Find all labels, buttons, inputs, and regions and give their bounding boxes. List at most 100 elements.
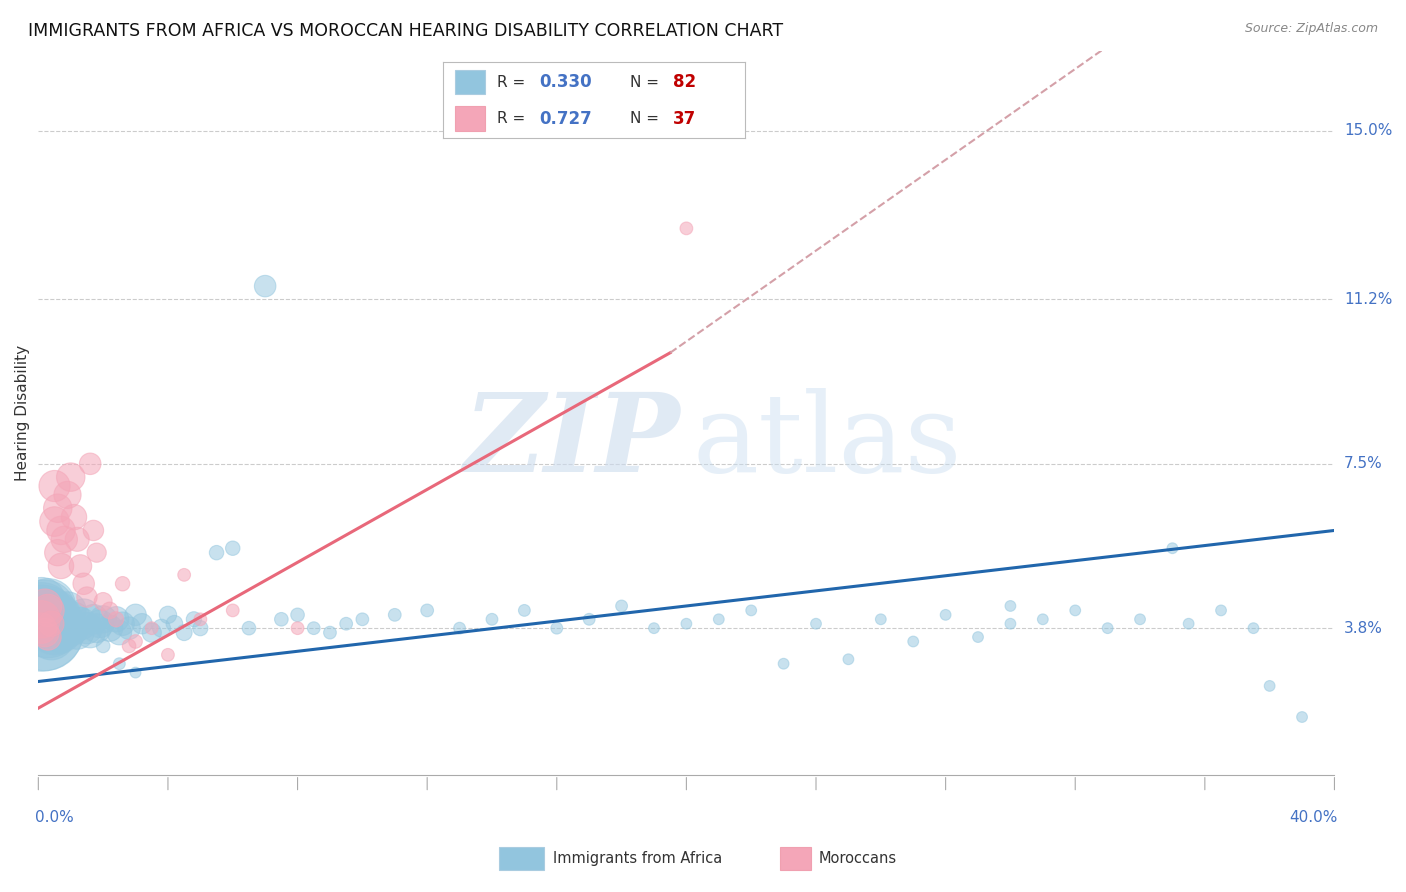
Point: [150, 621, 173, 635]
Point: [49, 625, 72, 640]
Point: [111, 576, 134, 591]
Point: [869, 612, 891, 626]
Point: [105, 612, 128, 626]
Text: Source: ZipAtlas.com: Source: ZipAtlas.com: [1244, 22, 1378, 36]
Point: [53, 616, 76, 631]
Point: [319, 625, 342, 640]
Point: [82, 524, 104, 538]
Text: 3.8%: 3.8%: [1344, 621, 1384, 636]
Point: [188, 621, 211, 635]
Point: [31, 621, 53, 635]
Text: 11.2%: 11.2%: [1344, 292, 1392, 307]
Point: [837, 652, 859, 666]
Point: [63, 510, 86, 524]
Point: [287, 621, 309, 635]
Point: [69, 616, 91, 631]
Point: [254, 279, 277, 293]
Point: [222, 541, 245, 556]
Text: 7.5%: 7.5%: [1344, 457, 1384, 471]
Point: [46, 612, 69, 626]
Point: [141, 621, 163, 635]
Point: [66, 625, 89, 640]
Point: [91, 594, 114, 608]
Point: [578, 612, 600, 626]
Point: [772, 657, 794, 671]
Point: [44, 621, 66, 635]
Point: [111, 616, 134, 631]
Text: 37: 37: [672, 110, 696, 128]
Point: [86, 621, 108, 635]
Point: [1258, 679, 1281, 693]
Point: [173, 625, 195, 640]
Text: Moroccans: Moroccans: [818, 851, 897, 865]
Point: [79, 457, 101, 471]
Point: [98, 621, 121, 635]
Point: [1241, 621, 1264, 635]
Point: [98, 603, 121, 617]
Point: [156, 648, 179, 662]
Point: [546, 621, 568, 635]
Point: [44, 479, 66, 493]
Point: [1000, 599, 1022, 613]
Point: [44, 607, 66, 622]
Point: [105, 612, 128, 626]
Point: [1032, 612, 1054, 626]
Point: [31, 594, 53, 608]
Point: [205, 546, 228, 560]
Point: [37, 630, 59, 644]
Point: [1209, 603, 1232, 617]
Point: [34, 625, 56, 640]
Point: [449, 621, 471, 635]
Point: [37, 603, 59, 617]
Point: [44, 515, 66, 529]
Point: [108, 657, 131, 671]
Point: [1161, 541, 1184, 556]
Point: [238, 621, 260, 635]
Point: [173, 567, 195, 582]
Point: [79, 625, 101, 640]
Point: [34, 603, 56, 617]
Text: atlas: atlas: [693, 388, 963, 495]
Point: [1291, 710, 1313, 724]
Point: [73, 607, 96, 622]
Point: [89, 616, 111, 631]
Point: [163, 616, 186, 631]
Point: [46, 501, 69, 516]
Point: [967, 630, 990, 644]
Point: [1064, 603, 1087, 617]
Point: [141, 625, 163, 640]
Point: [91, 612, 114, 626]
Point: [643, 621, 665, 635]
Text: 0.727: 0.727: [540, 110, 592, 128]
Text: N =: N =: [630, 75, 664, 90]
Point: [131, 616, 153, 631]
Point: [59, 621, 82, 635]
Point: [56, 488, 79, 502]
Point: [675, 221, 697, 235]
Point: [37, 616, 59, 631]
Point: [34, 625, 56, 640]
Point: [49, 524, 72, 538]
Point: [675, 616, 697, 631]
FancyBboxPatch shape: [456, 106, 485, 130]
Point: [66, 533, 89, 547]
Point: [69, 559, 91, 574]
Point: [707, 612, 730, 626]
Point: [76, 590, 98, 604]
Point: [91, 639, 114, 653]
Point: [270, 612, 292, 626]
Point: [513, 603, 536, 617]
Point: [1097, 621, 1119, 635]
Text: IMMIGRANTS FROM AFRICA VS MOROCCAN HEARING DISABILITY CORRELATION CHART: IMMIGRANTS FROM AFRICA VS MOROCCAN HEARI…: [28, 22, 783, 40]
Point: [302, 621, 325, 635]
Point: [46, 546, 69, 560]
Point: [384, 607, 406, 622]
Point: [34, 599, 56, 613]
Point: [903, 634, 925, 648]
Point: [56, 603, 79, 617]
Point: [31, 607, 53, 622]
Point: [740, 603, 762, 617]
Point: [39, 616, 62, 631]
Y-axis label: Hearing Disability: Hearing Disability: [15, 344, 30, 481]
Point: [39, 630, 62, 644]
